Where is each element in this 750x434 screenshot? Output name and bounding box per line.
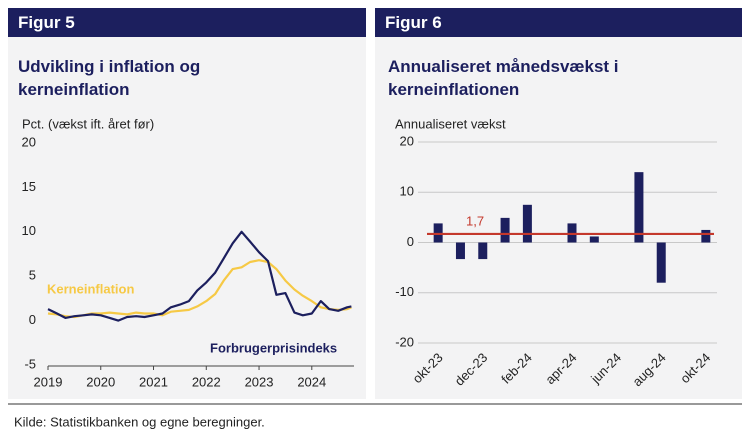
bar	[500, 217, 510, 243]
y-tick-label: 5	[29, 268, 36, 283]
source: Kilde: Statistikbanken og egne beregning…	[14, 414, 265, 429]
bar	[455, 242, 465, 260]
y-tick-label: -20	[395, 334, 414, 349]
bar	[634, 172, 644, 243]
y-axis-label: Pct. (vækst ift. året før)	[22, 116, 154, 131]
series-label: Kerneinflation	[47, 281, 134, 296]
bar	[701, 229, 711, 243]
chart-title: Annualiseret månedsvækst i kerneinflatio…	[388, 57, 619, 99]
y-tick-label: 10	[22, 223, 36, 238]
y-tick-label: -5	[24, 356, 36, 371]
bar	[589, 236, 599, 243]
y-tick-label: 15	[22, 179, 36, 194]
y-axis-label: Annualiseret vækst	[395, 116, 506, 131]
y-tick-label: -10	[395, 284, 414, 299]
figure-header: Figur 5	[8, 8, 366, 37]
bar	[522, 204, 532, 243]
y-tick-label: 20	[22, 134, 36, 149]
panel-bg	[8, 37, 366, 399]
reference-label: 1,7	[466, 213, 484, 228]
chart-title: Udvikling i inflation og kerneinflation	[18, 57, 201, 99]
series-label: Forbrugerprisindeks	[210, 340, 337, 355]
bar	[478, 242, 488, 260]
series-line	[47, 259, 352, 319]
y-tick-label: 10	[400, 184, 414, 199]
x-tick-label: 2021	[139, 374, 168, 389]
series-line	[47, 230, 352, 322]
y-tick-label: 0	[407, 234, 414, 249]
y-tick-label: 0	[29, 312, 36, 327]
figure-header: Figur 6	[375, 8, 742, 37]
x-tick-label: 2020	[86, 374, 115, 389]
x-tick-label: 2023	[245, 374, 274, 389]
panel-bg	[375, 37, 742, 399]
x-tick-label: 2022	[192, 374, 221, 389]
bar	[656, 242, 666, 283]
x-tick-label: 2019	[34, 374, 63, 389]
x-tick-label: 2024	[297, 374, 326, 389]
y-tick-label: 20	[400, 133, 414, 148]
